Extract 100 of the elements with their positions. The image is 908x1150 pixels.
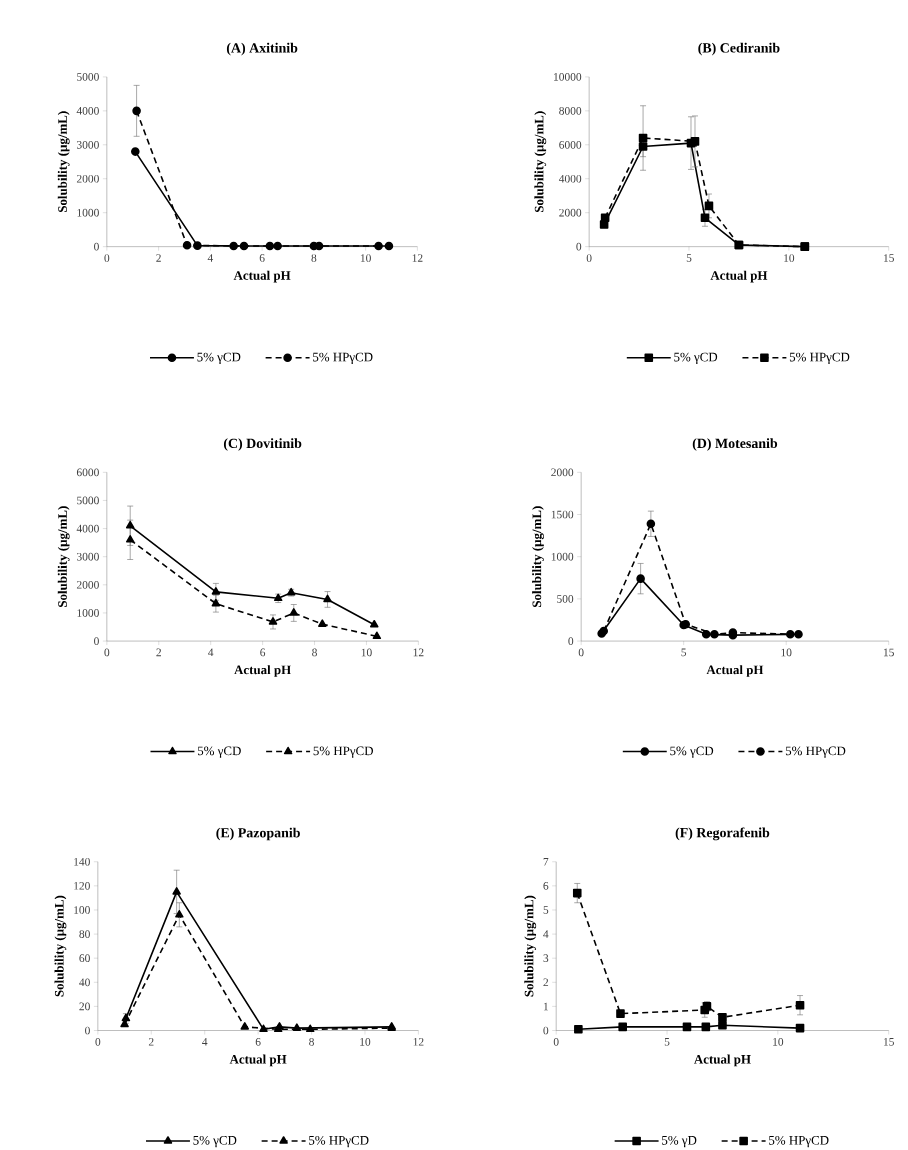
- x-tick-label: 4: [208, 648, 214, 657]
- y-tick-label: 4000: [76, 524, 100, 533]
- x-tick-label: 5: [686, 254, 692, 262]
- x-tick-label: 8: [311, 254, 317, 262]
- legend-label: 5% HPγCD: [790, 352, 850, 365]
- y-tick-label: 6000: [559, 140, 582, 149]
- y-tick-label: 0: [568, 637, 574, 645]
- legend-label: 5% γCD: [674, 352, 718, 365]
- x-tick-label: 0: [104, 254, 110, 262]
- x-axis-title: Actual pH: [233, 270, 291, 283]
- y-tick-label: 0: [85, 1026, 91, 1035]
- y-tick-label: 6: [543, 882, 549, 890]
- x-tick-label: 5: [681, 648, 687, 657]
- y-tick-label: 40: [79, 978, 91, 987]
- y-tick-label: 1000: [77, 609, 100, 617]
- x-tick-label: 15: [884, 254, 895, 262]
- y-axis-title: Solubility (µg/mL): [54, 895, 67, 997]
- x-tick-label: 12: [413, 1038, 424, 1046]
- y-tick-label: 10000: [554, 73, 582, 81]
- x-axis-title: Actual pH: [710, 270, 768, 283]
- y-tick-label: 120: [74, 882, 91, 890]
- y-tick-label: 4: [543, 930, 549, 938]
- y-tick-label: 2000: [551, 468, 574, 477]
- y-tick-label: 6000: [77, 468, 100, 477]
- y-tick-label: 0: [94, 637, 100, 645]
- legend-label: 5% HPγCD: [313, 352, 373, 365]
- legend-label: 5% γCD: [197, 352, 241, 365]
- x-tick-label: 10: [773, 1038, 784, 1046]
- x-tick-label: 10: [784, 254, 795, 262]
- x-tick-label: 10: [360, 1038, 371, 1046]
- x-axis-title: Actual pH: [234, 665, 292, 677]
- x-tick-label: 4: [202, 1038, 208, 1046]
- y-tick-label: 20: [79, 1002, 91, 1011]
- legend-label: 5% γCD: [670, 746, 714, 758]
- x-tick-label: 4: [207, 254, 214, 262]
- y-tick-label: 500: [557, 595, 574, 603]
- y-tick-label: 1: [544, 1002, 549, 1011]
- x-tick-label: 15: [884, 648, 895, 657]
- chart-title: (B) Cediranib: [698, 42, 780, 56]
- y-tick-label: 2000: [77, 580, 100, 589]
- y-tick-label: 0: [543, 1026, 549, 1035]
- y-tick-label: 0: [94, 242, 100, 251]
- y-tick-label: 0: [576, 242, 582, 251]
- y-tick-label: 3000: [77, 140, 100, 149]
- x-tick-label: 0: [586, 254, 592, 262]
- x-axis-title: Actual pH: [694, 1054, 751, 1067]
- x-tick-label: 12: [413, 648, 424, 657]
- y-tick-label: 3000: [77, 552, 100, 561]
- y-tick-label: 1000: [551, 552, 574, 561]
- y-axis-title: Solubility (µg/mL): [534, 111, 547, 213]
- y-tick-label: 2000: [559, 208, 582, 217]
- chart-title: (C) Dovitinib: [224, 438, 302, 451]
- x-tick-label: 6: [260, 648, 266, 657]
- y-tick-label: 8000: [559, 106, 582, 115]
- x-tick-label: 8: [309, 1038, 315, 1046]
- chart-title: (E) Pazopanib: [216, 827, 301, 841]
- x-tick-label: 15: [884, 1038, 895, 1046]
- y-tick-label: 2000: [77, 174, 100, 183]
- chart-title: (A) Axitinib: [227, 42, 298, 56]
- chart-title: (F) Regorafenib: [675, 827, 770, 841]
- y-tick-label: 100: [74, 906, 91, 914]
- y-tick-label: 60: [79, 954, 91, 963]
- y-tick-label: 1000: [77, 208, 100, 217]
- y-tick-label: 5000: [77, 73, 100, 81]
- legend-label: 5% γCD: [198, 746, 242, 758]
- y-tick-label: 140: [74, 857, 91, 866]
- x-tick-label: 0: [104, 648, 110, 657]
- x-tick-label: 6: [259, 254, 265, 262]
- x-axis-title: Actual pH: [706, 665, 764, 677]
- y-tick-label: 7: [543, 858, 549, 866]
- y-axis-title: Solubility (µg/mL): [524, 895, 537, 997]
- y-axis-title: Solubility (µg/mL): [57, 506, 70, 607]
- x-tick-label: 8: [312, 648, 318, 657]
- legend-label: 5% HPγCD: [786, 746, 846, 758]
- y-tick-label: 5000: [77, 496, 100, 505]
- y-axis-title: Solubility (µg/mL): [532, 506, 545, 607]
- y-axis-title: Solubility (µg/mL): [57, 111, 70, 213]
- x-tick-label: 2: [156, 648, 162, 657]
- x-tick-label: 10: [361, 254, 372, 262]
- chart-title: (D) Motesanib: [692, 438, 778, 451]
- x-tick-label: 10: [781, 648, 792, 657]
- y-tick-label: 4000: [559, 174, 582, 183]
- y-tick-label: 2: [543, 978, 549, 987]
- x-tick-label: 12: [412, 254, 423, 262]
- x-axis-title: Actual pH: [229, 1054, 287, 1067]
- x-tick-label: 6: [255, 1038, 261, 1046]
- x-tick-label: 10: [361, 648, 372, 657]
- legend-label: 5% γCD: [193, 1135, 237, 1148]
- y-tick-label: 80: [79, 930, 91, 938]
- legend-label: 5% HPγCD: [313, 746, 374, 758]
- x-tick-label: 2: [149, 1038, 154, 1046]
- legend-label: 5% γD: [662, 1135, 697, 1148]
- y-tick-label: 4000: [76, 107, 100, 115]
- x-tick-label: 5: [665, 1038, 670, 1046]
- y-tick-label: 5: [543, 906, 549, 914]
- x-tick-label: 2: [156, 254, 161, 262]
- y-tick-label: 3: [543, 954, 549, 963]
- legend-label: 5% HPγCD: [309, 1135, 369, 1148]
- legend-label: 5% HPγCD: [769, 1135, 829, 1148]
- y-tick-label: 1500: [551, 510, 574, 519]
